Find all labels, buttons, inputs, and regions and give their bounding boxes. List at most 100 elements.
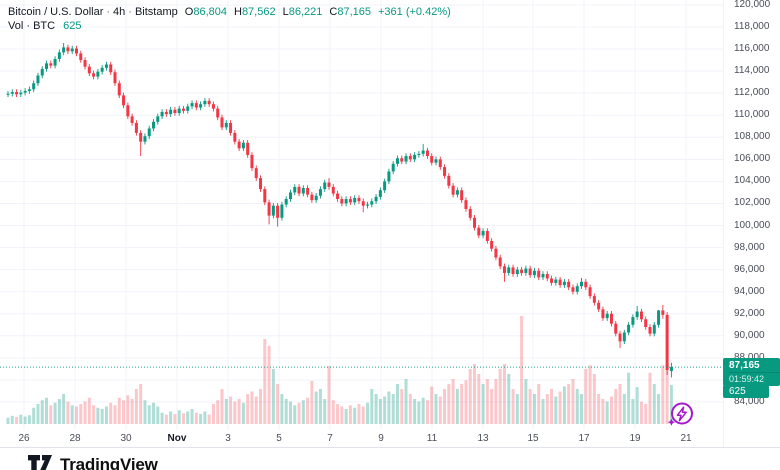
candle-body <box>464 200 468 209</box>
candle-body <box>70 48 74 52</box>
candle-body <box>635 311 639 318</box>
candle-body <box>331 186 335 194</box>
candle-body <box>229 122 233 133</box>
volume-bar <box>284 399 288 424</box>
volume-bar <box>344 409 348 424</box>
candle-body <box>370 201 374 205</box>
volume-bar <box>524 379 528 424</box>
volume-bar <box>241 402 245 424</box>
time-axis-label: Nov <box>167 433 187 444</box>
candle-body <box>32 83 36 90</box>
volume-bar <box>550 389 554 424</box>
volume-bar <box>220 389 224 424</box>
volume-bar <box>545 394 549 424</box>
exchange-label[interactable]: Bitstamp <box>134 6 178 18</box>
price-axis-label: 100,000 <box>734 219 771 231</box>
price-axis-label: 116,000 <box>734 43 770 55</box>
candle-body <box>537 270 541 278</box>
candle-body <box>361 201 365 206</box>
candle-body <box>53 58 57 66</box>
tradingview-logomark-icon <box>28 455 52 470</box>
interval-label[interactable]: 4h <box>113 6 126 18</box>
volume-bar <box>271 369 275 424</box>
volume-bar <box>571 379 575 424</box>
volume-bar <box>96 407 100 424</box>
time-axis[interactable]: 26 28 30 Nov 3 5 7 9 11 13 15 17 19 21 <box>0 430 723 447</box>
candle-body <box>657 310 661 325</box>
candle-body <box>443 167 447 176</box>
volume-value: 625 <box>63 20 82 32</box>
volume-bar <box>122 400 126 424</box>
volume-bar <box>57 399 61 424</box>
volume-bar <box>297 402 301 424</box>
candle-body <box>468 208 472 218</box>
candle-body <box>169 109 173 115</box>
volume-bar <box>400 389 404 424</box>
volume-bar <box>417 401 421 424</box>
candle-body <box>318 189 322 196</box>
volume-bar <box>451 379 455 424</box>
symbol-title[interactable]: Bitcoin / U.S. Dollar <box>8 6 104 18</box>
time-axis-label: 9 <box>378 433 384 444</box>
volume-bar <box>100 409 104 424</box>
candle-body <box>451 185 455 195</box>
candle-body <box>562 281 566 286</box>
candle-body <box>413 154 417 160</box>
candle-body <box>477 227 481 236</box>
volume-bar <box>113 405 117 424</box>
candle-body <box>293 186 297 193</box>
volume-bar <box>280 394 284 424</box>
time-axis-label: 28 <box>69 433 81 444</box>
volume-bar <box>143 400 147 424</box>
candle-body <box>160 111 164 117</box>
price-axis-label: 88,000 <box>734 352 780 363</box>
candle-body <box>507 267 511 273</box>
candle-body <box>301 188 305 194</box>
legend-row-volume: Vol · BTC 625 <box>8 19 451 33</box>
candle-body <box>618 333 622 342</box>
volume-bar <box>194 412 198 424</box>
volume-bar <box>62 394 66 424</box>
candle-body <box>280 204 284 218</box>
candle-body <box>524 268 528 273</box>
volume-bar <box>139 384 143 424</box>
volume-bar <box>443 389 447 424</box>
lightning-icon <box>667 402 693 426</box>
price-axis[interactable]: 120,000 118,000 116,000 114,000 112,000 110,0… <box>723 0 780 430</box>
axis-divider <box>723 0 724 447</box>
volume-bar <box>430 386 434 424</box>
candle-body <box>592 296 596 303</box>
high-label: H <box>233 6 242 18</box>
price-axis-label: 90,000 <box>734 329 765 341</box>
candle-body <box>597 302 601 310</box>
volume-bar <box>27 415 31 424</box>
candle-body <box>434 159 438 163</box>
candle-body <box>117 83 121 96</box>
candle-body <box>541 274 545 278</box>
volume-bar <box>92 405 96 424</box>
volume-bar <box>438 396 442 424</box>
time-axis-label: 11 <box>426 433 438 444</box>
candle-wick <box>140 130 142 157</box>
candle-body <box>348 199 352 203</box>
candle-body <box>233 132 237 142</box>
candle-body <box>425 150 429 157</box>
volume-bar <box>348 405 352 424</box>
candle-body <box>601 309 605 319</box>
candle-body <box>104 64 108 68</box>
candle-body <box>276 205 280 218</box>
candle-body <box>186 106 190 111</box>
price-chart-pane[interactable] <box>0 0 723 430</box>
time-axis-label: 17 <box>578 433 590 444</box>
candle-body <box>207 100 211 105</box>
volume-bar <box>259 389 263 424</box>
candle-body <box>494 248 498 258</box>
volume-bar <box>494 379 498 424</box>
tradingview-logo[interactable]: TradingView <box>28 455 158 470</box>
candle-body <box>79 53 83 61</box>
boost-button[interactable] <box>666 400 696 430</box>
volume-study-label[interactable]: Vol · BTC <box>8 20 56 32</box>
candle-body <box>23 90 27 93</box>
candle-body <box>323 182 327 190</box>
volume-bar <box>126 395 130 424</box>
